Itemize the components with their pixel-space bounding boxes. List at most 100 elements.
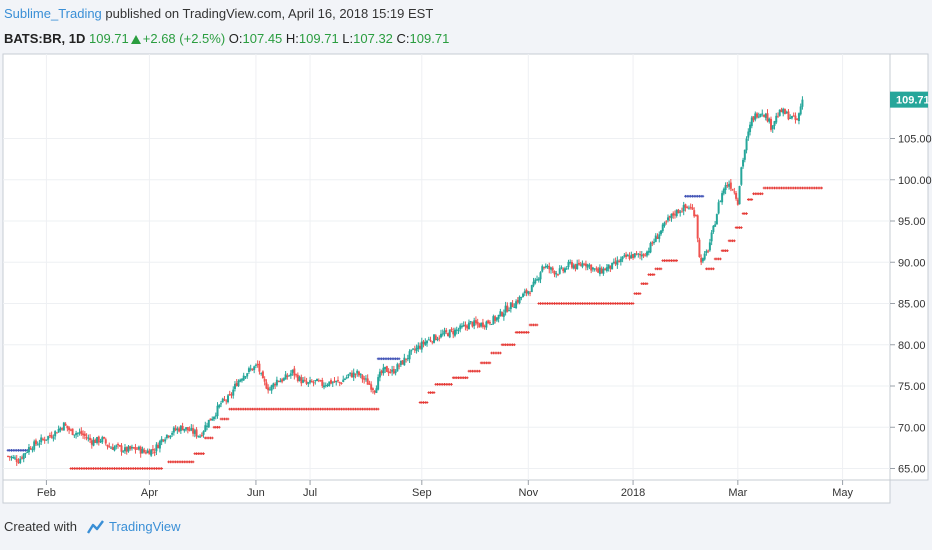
candle-body	[665, 221, 668, 223]
candle-body	[254, 364, 257, 366]
candle-body	[673, 214, 676, 216]
candle-body	[207, 419, 210, 428]
author-link[interactable]: Sublime_Trading	[4, 6, 102, 21]
candle-body	[424, 341, 427, 346]
candle-body	[605, 267, 608, 272]
candle-body	[377, 377, 380, 390]
candle-body	[612, 261, 615, 263]
candle-body	[563, 268, 566, 273]
candle-body	[298, 376, 301, 381]
candle-body	[328, 381, 331, 386]
candle-body	[192, 428, 195, 434]
candle-body	[370, 384, 373, 390]
candle-body	[57, 429, 60, 433]
candle-body	[745, 138, 748, 151]
candle-body	[649, 243, 652, 253]
candle-body	[13, 457, 16, 459]
tradingview-logo-icon[interactable]	[86, 519, 105, 534]
candle-body	[127, 446, 130, 452]
candle-body	[352, 372, 355, 378]
candle-body	[197, 435, 200, 437]
candle-body	[581, 263, 584, 267]
time-axis-area[interactable]	[2, 479, 891, 504]
candle-body	[291, 369, 294, 373]
candle-body	[448, 329, 451, 338]
candle-body	[220, 403, 223, 405]
candle-body	[284, 374, 287, 380]
candle-body	[132, 447, 135, 449]
candle-body	[710, 232, 713, 242]
candle-body	[216, 405, 219, 417]
candle-body	[183, 428, 186, 431]
candle-body	[80, 430, 83, 435]
tradingview-brand[interactable]: TradingView	[108, 519, 181, 534]
candle-body	[553, 271, 556, 275]
candle-body	[340, 382, 343, 384]
candle-body	[179, 425, 182, 431]
candle-body	[293, 368, 296, 376]
last-price: 109.71	[89, 31, 129, 46]
y-tick-label: 95.00	[898, 216, 926, 228]
candle-body	[469, 321, 472, 323]
candle-body	[766, 113, 769, 122]
candle-body	[607, 264, 610, 269]
candle-body	[412, 348, 415, 350]
candle-body	[770, 118, 773, 130]
chart-plot-area[interactable]	[2, 53, 891, 481]
candle-body	[378, 371, 381, 378]
candle-body	[749, 124, 752, 133]
candle-body	[691, 207, 694, 210]
candle-body	[565, 268, 568, 270]
candle-body	[593, 268, 596, 270]
candle-body	[415, 347, 418, 351]
candle-body	[312, 382, 315, 384]
candle-body	[628, 255, 631, 259]
candle-body	[338, 381, 341, 383]
candle-body	[537, 278, 540, 281]
candle-body	[193, 430, 196, 434]
candle-body	[450, 329, 453, 331]
candle-body	[467, 322, 470, 330]
candle-body	[497, 314, 500, 319]
candle-body	[668, 216, 671, 218]
candle-body	[55, 432, 58, 434]
candle-body	[759, 114, 762, 117]
candle-body	[666, 217, 669, 221]
candle-body	[509, 302, 512, 310]
candle-body	[314, 380, 317, 382]
candle-body	[323, 385, 326, 388]
candle-body	[167, 435, 170, 437]
candle-body	[69, 429, 72, 431]
candle-body	[530, 285, 533, 293]
candle-body	[640, 254, 643, 257]
candle-body	[446, 333, 449, 337]
candle-body	[71, 428, 74, 435]
candle-body	[410, 349, 413, 352]
candle-body	[120, 445, 123, 452]
candle-body	[221, 398, 224, 403]
candle-body	[350, 373, 353, 378]
candle-body	[190, 427, 193, 431]
price-chart[interactable]: 65.00 70.00 75.00 80.00 85.00 90.00 95.00 100.0…	[0, 0, 932, 510]
candle-body	[43, 439, 46, 441]
candle-body	[633, 253, 636, 258]
candle-body	[326, 384, 329, 387]
candle-body	[639, 254, 642, 256]
candle-body	[237, 380, 240, 387]
candle-body	[115, 445, 118, 447]
candle-body	[87, 437, 90, 439]
candle-body	[380, 370, 383, 374]
candle-body	[75, 433, 78, 435]
symbol-label[interactable]: BATS:BR, 1D	[4, 31, 86, 46]
candle-body	[233, 383, 236, 389]
candle-body	[331, 382, 334, 384]
candle-body	[41, 438, 44, 440]
candle-body	[361, 375, 364, 380]
candle-body	[490, 323, 493, 325]
candle-body	[392, 368, 395, 374]
candle-body	[356, 370, 359, 374]
price-axis-area[interactable]	[889, 53, 929, 481]
candle-body	[419, 345, 422, 349]
y-tick-label: 75.00	[898, 381, 926, 393]
candle-body	[181, 425, 184, 431]
